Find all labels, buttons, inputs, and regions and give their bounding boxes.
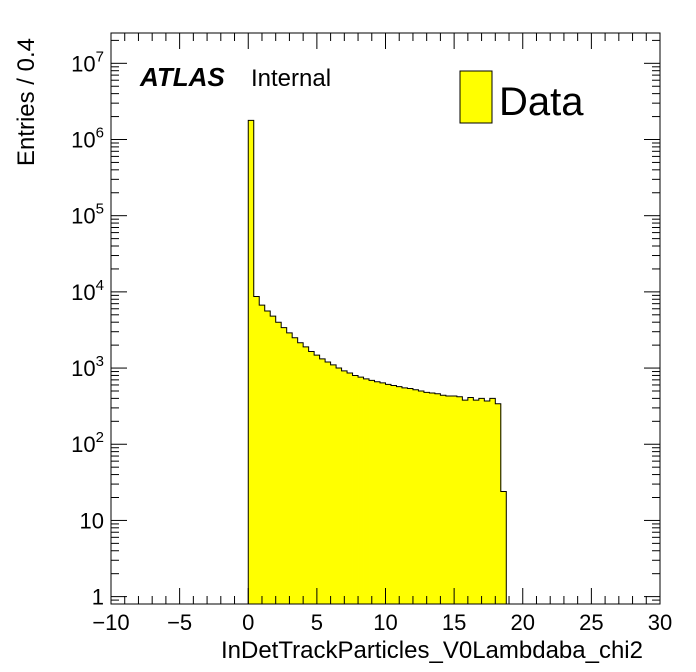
x-tick-label: −5 xyxy=(167,610,192,635)
histogram-bar xyxy=(467,397,474,604)
internal-label: Internal xyxy=(251,65,331,92)
histogram-bar xyxy=(281,327,288,604)
histogram-bar xyxy=(369,380,375,604)
histogram-bar xyxy=(495,403,502,604)
histogram-bar xyxy=(347,373,353,604)
y-tick-labels: 1 10 102 103 104 105 106 107 xyxy=(71,48,104,609)
histogram-bar xyxy=(380,382,386,604)
histogram-bar xyxy=(385,384,392,604)
y-axis-label: Entries / 0.4 xyxy=(13,38,40,166)
histogram-bar xyxy=(303,346,310,604)
histogram-bar xyxy=(341,370,348,604)
y-tick-label: 107 xyxy=(71,48,104,76)
x-tick-label: 20 xyxy=(511,610,535,635)
histogram-bar xyxy=(248,120,255,604)
histogram-outline xyxy=(247,119,507,604)
histogram-bar xyxy=(489,398,496,604)
histogram-bar xyxy=(484,400,491,604)
histogram-bar xyxy=(390,385,397,604)
histogram-bar xyxy=(500,491,507,604)
histogram-bar xyxy=(314,355,321,604)
x-tick-label: 15 xyxy=(442,610,466,635)
y-tick-label: 10 xyxy=(80,508,104,533)
x-tick-label: 10 xyxy=(373,610,397,635)
histogram-bar xyxy=(297,342,304,604)
histogram-bars xyxy=(248,120,507,604)
histogram-bar xyxy=(264,311,271,604)
x-tick-label: −10 xyxy=(92,610,129,635)
legend-entry-data: Data xyxy=(499,80,584,124)
histogram-bar xyxy=(286,332,293,604)
x-tick-label: 0 xyxy=(242,610,254,635)
histogram-bar xyxy=(462,400,469,604)
histogram-bar xyxy=(270,316,277,604)
x-tick-labels: −10 −5 0 5 10 15 20 25 30 xyxy=(92,610,672,635)
histogram-bar xyxy=(418,390,425,604)
histogram-bar xyxy=(401,387,408,604)
histogram-bar xyxy=(473,400,480,604)
histogram-bar xyxy=(259,305,266,604)
histogram-bar xyxy=(308,351,315,604)
histogram-bar xyxy=(319,358,326,604)
histogram-bar xyxy=(275,322,282,604)
histogram-bar xyxy=(456,396,463,604)
atlas-label: ATLAS xyxy=(139,62,225,92)
x-axis-label: InDetTrackParticles_V0Lambdaba_chi2 xyxy=(221,637,643,664)
histogram-bar xyxy=(407,388,414,604)
histogram-bar xyxy=(440,395,447,604)
plot-frame xyxy=(110,32,661,605)
x-tick-label: 30 xyxy=(648,610,672,635)
y-tick-label: 1 xyxy=(92,585,104,610)
y-tick-label: 105 xyxy=(71,201,104,229)
axis-ticks xyxy=(110,33,661,605)
histogram-bar xyxy=(429,393,436,604)
histogram-bar xyxy=(451,395,458,604)
histogram-bar xyxy=(253,296,260,604)
histogram-bar xyxy=(423,392,430,604)
histogram-bar xyxy=(358,377,364,604)
y-tick-label: 104 xyxy=(71,277,104,305)
histogram-bar xyxy=(478,398,485,604)
histogram-bar xyxy=(336,368,342,604)
histogram-bar xyxy=(374,381,381,604)
histogram-bar xyxy=(445,395,452,604)
histogram-bar xyxy=(330,364,337,604)
y-tick-label: 106 xyxy=(71,125,104,153)
x-tick-label: 25 xyxy=(579,610,603,635)
histogram-bar xyxy=(363,378,370,604)
y-tick-label: 102 xyxy=(71,429,104,457)
legend-swatch xyxy=(459,70,493,124)
y-tick-label: 103 xyxy=(71,353,104,381)
histogram-bar xyxy=(352,375,359,604)
histogram-bar xyxy=(434,393,441,604)
x-tick-label: 5 xyxy=(311,610,323,635)
histogram-bar xyxy=(292,337,299,604)
histogram-bar xyxy=(325,362,331,604)
histogram-bar xyxy=(396,386,403,604)
histogram-bar xyxy=(412,389,419,604)
